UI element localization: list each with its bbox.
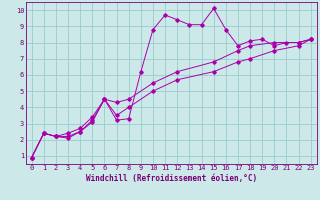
X-axis label: Windchill (Refroidissement éolien,°C): Windchill (Refroidissement éolien,°C)	[86, 174, 257, 183]
